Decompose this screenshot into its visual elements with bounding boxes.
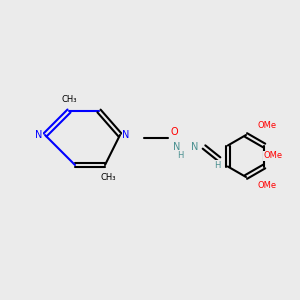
Text: CH₃: CH₃: [100, 172, 116, 182]
Text: OMe: OMe: [257, 182, 277, 190]
Text: N: N: [191, 142, 199, 152]
Text: OMe: OMe: [263, 152, 283, 160]
Text: H: H: [177, 152, 183, 160]
Text: CH₃: CH₃: [61, 94, 77, 103]
Text: N: N: [35, 130, 43, 140]
Text: N: N: [122, 130, 130, 140]
Text: OMe: OMe: [257, 122, 277, 130]
Text: H: H: [214, 160, 221, 169]
Text: O: O: [170, 127, 178, 137]
Text: N: N: [173, 142, 181, 152]
